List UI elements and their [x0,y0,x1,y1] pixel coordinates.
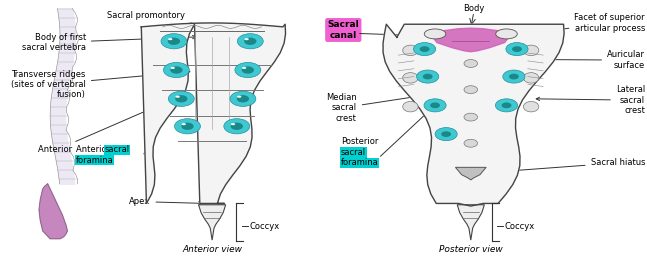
Text: Facet of superior
articular process: Facet of superior articular process [519,13,645,36]
Ellipse shape [523,102,539,112]
Ellipse shape [224,119,250,134]
Text: Transverse ridges
(sites of vertebral
fusion): Transverse ridges (sites of vertebral fu… [11,69,190,99]
Ellipse shape [509,74,519,79]
Text: foramina: foramina [341,158,378,167]
Ellipse shape [230,123,243,130]
Ellipse shape [422,74,433,79]
Text: Median
sacral
crest: Median sacral crest [326,89,457,123]
Text: Auricular
surface: Auricular surface [542,50,645,70]
Ellipse shape [441,131,451,137]
Ellipse shape [175,96,180,98]
Text: Coccyx: Coccyx [505,222,535,231]
Ellipse shape [424,29,446,39]
Ellipse shape [182,123,186,125]
Ellipse shape [231,123,236,125]
Ellipse shape [464,59,477,67]
Polygon shape [199,205,226,240]
Ellipse shape [464,139,477,147]
Polygon shape [39,184,67,239]
Ellipse shape [402,73,418,83]
Text: Anterior view: Anterior view [182,245,242,255]
Text: Apex: Apex [129,197,202,206]
Text: Anterior: Anterior [76,145,113,154]
Ellipse shape [420,46,430,52]
Text: sacral: sacral [104,145,129,154]
Ellipse shape [170,66,182,74]
Polygon shape [455,167,486,180]
Ellipse shape [402,45,418,56]
Ellipse shape [237,96,241,98]
Text: Posterior: Posterior [341,138,378,146]
Ellipse shape [496,29,518,39]
Ellipse shape [245,38,248,40]
Ellipse shape [181,123,193,130]
Ellipse shape [512,46,522,52]
Polygon shape [457,205,485,240]
Ellipse shape [230,91,256,107]
Ellipse shape [244,38,256,45]
Ellipse shape [242,66,254,74]
Text: Sacral promontory: Sacral promontory [107,11,227,31]
Ellipse shape [168,38,172,40]
Text: foramina: foramina [76,156,114,165]
Text: Posterior view: Posterior view [439,245,503,255]
Ellipse shape [464,86,477,94]
Text: Lateral
sacral
crest: Lateral sacral crest [536,85,645,115]
Polygon shape [141,23,285,204]
Ellipse shape [523,73,539,83]
Ellipse shape [496,99,518,112]
Ellipse shape [175,119,201,134]
Ellipse shape [435,128,457,141]
Ellipse shape [171,67,175,69]
Ellipse shape [424,99,446,112]
Polygon shape [383,24,564,206]
Ellipse shape [417,70,439,83]
Ellipse shape [402,102,418,112]
Ellipse shape [430,103,440,108]
Ellipse shape [164,62,190,78]
Ellipse shape [413,43,435,56]
Text: Coccyx: Coccyx [249,222,280,231]
Ellipse shape [506,43,528,56]
Text: Body of first
sacral vertebra: Body of first sacral vertebra [22,33,196,52]
Ellipse shape [464,113,477,121]
Text: Sacral hiatus: Sacral hiatus [498,158,645,173]
Ellipse shape [168,38,180,45]
Ellipse shape [242,67,247,69]
Ellipse shape [503,70,525,83]
Text: Body: Body [463,4,485,13]
Text: Sacral
canal: Sacral canal [327,20,359,40]
Ellipse shape [501,103,511,108]
Ellipse shape [237,95,249,103]
Ellipse shape [161,34,187,49]
Ellipse shape [168,91,194,107]
Ellipse shape [175,95,188,103]
Text: sacral: sacral [341,148,366,157]
Ellipse shape [235,62,261,78]
Ellipse shape [523,45,539,56]
Ellipse shape [237,34,263,49]
Text: Anterior: Anterior [38,100,170,154]
Polygon shape [431,28,511,52]
